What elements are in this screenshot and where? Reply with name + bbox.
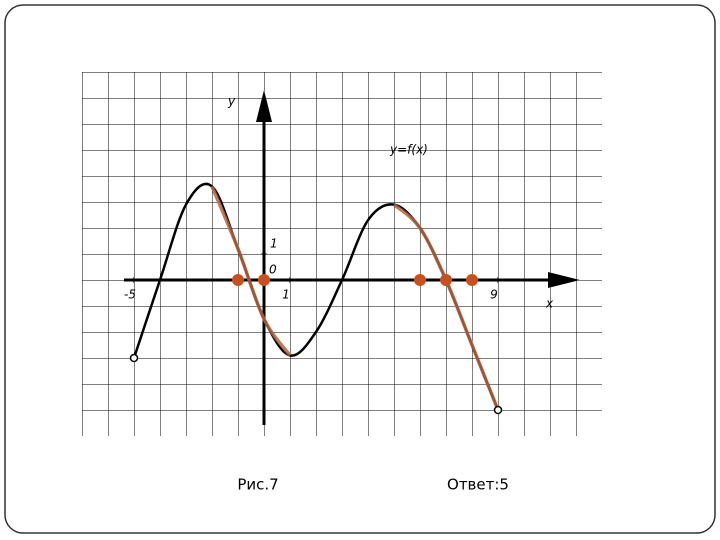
x-axis-arrow	[548, 272, 580, 288]
x-tick-label: 9	[490, 288, 498, 302]
point	[466, 274, 478, 286]
y-tick-label: 1	[270, 237, 278, 251]
curve	[210, 185, 292, 357]
point	[414, 274, 426, 286]
grid-background	[82, 72, 602, 436]
y-axis-arrow	[256, 90, 272, 122]
answer: Ответ:5	[447, 476, 509, 494]
point	[232, 274, 244, 286]
annotation: y=f(x)	[389, 143, 428, 157]
open-endpoint	[129, 353, 139, 363]
origin-label: 0	[269, 263, 277, 277]
caption: Рис.7	[237, 476, 278, 494]
x-axis-label: x	[545, 297, 554, 311]
point	[440, 274, 452, 286]
y-axis-label: y	[227, 95, 236, 109]
point	[258, 274, 270, 286]
x-tick-label: 1	[282, 288, 290, 302]
open-endpoint	[493, 405, 503, 415]
x-tick-label: -5	[124, 288, 136, 302]
